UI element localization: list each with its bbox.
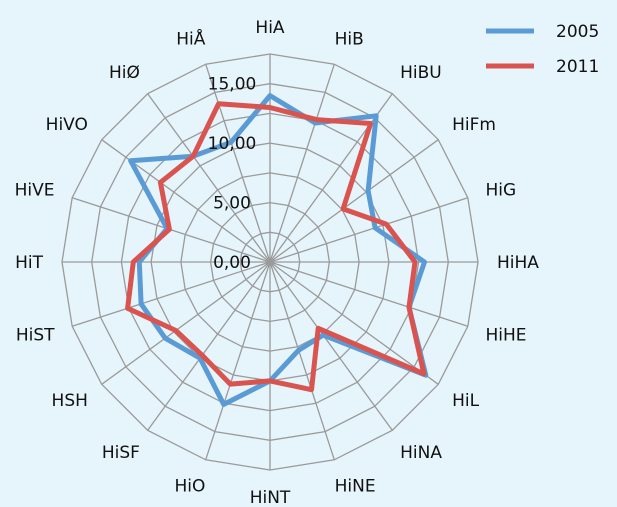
grid-spoke xyxy=(269,261,469,327)
tick-label: 0,00 xyxy=(213,253,251,273)
legend-label-2005: 2005 xyxy=(556,22,599,42)
legend-label-2011: 2011 xyxy=(556,57,599,77)
category-label: HiNT xyxy=(250,488,291,507)
series-line-2011 xyxy=(125,101,427,393)
category-label: HiNA xyxy=(400,443,442,463)
category-label: HiØ xyxy=(109,63,140,83)
category-label: HiG xyxy=(486,180,517,200)
category-label: HiÅ xyxy=(176,28,206,50)
tick-label: 5,00 xyxy=(213,194,251,214)
radar-grid xyxy=(61,53,479,471)
legend: 2005 2011 xyxy=(486,22,599,77)
category-labels: HiA HiB HiBU HiFm HiG HiHA HiHE HiL HiNA HiNE HiNT… xyxy=(15,18,540,507)
category-label: HiNE xyxy=(335,477,376,497)
category-label: HiO xyxy=(175,477,206,497)
category-label: HiT xyxy=(15,253,44,273)
tick-label: 10,00 xyxy=(208,134,257,154)
category-label: HSH xyxy=(52,391,88,411)
category-label: HiA xyxy=(255,18,285,38)
category-label: HiL xyxy=(452,391,480,411)
grid-spoke xyxy=(205,261,271,461)
category-label: HiST xyxy=(16,326,55,346)
grid-spoke xyxy=(269,63,335,263)
grid-spoke xyxy=(269,261,439,385)
category-label: HiB xyxy=(335,30,364,50)
grid-spoke xyxy=(71,261,271,327)
category-label: HiBU xyxy=(400,63,442,83)
category-label: HiSF xyxy=(102,443,140,463)
radar-series xyxy=(125,93,429,407)
grid-spoke xyxy=(269,139,439,263)
category-label: HiVO xyxy=(46,115,88,135)
grid-spoke xyxy=(205,63,271,263)
grid-spoke xyxy=(269,197,469,263)
grid-spoke xyxy=(269,261,335,461)
category-label: HiFm xyxy=(452,115,496,135)
category-label: HiHA xyxy=(497,253,539,273)
radial-axis-ticks: 0,00 5,00 10,00 15,00 xyxy=(208,75,257,273)
grid-spoke xyxy=(147,261,271,431)
grid-spoke xyxy=(147,93,271,263)
category-label: HiHE xyxy=(486,326,527,346)
grid-spoke xyxy=(101,261,271,385)
tick-label: 15,00 xyxy=(208,75,257,95)
category-label: HiVE xyxy=(15,180,55,200)
grid-spoke xyxy=(269,261,393,431)
